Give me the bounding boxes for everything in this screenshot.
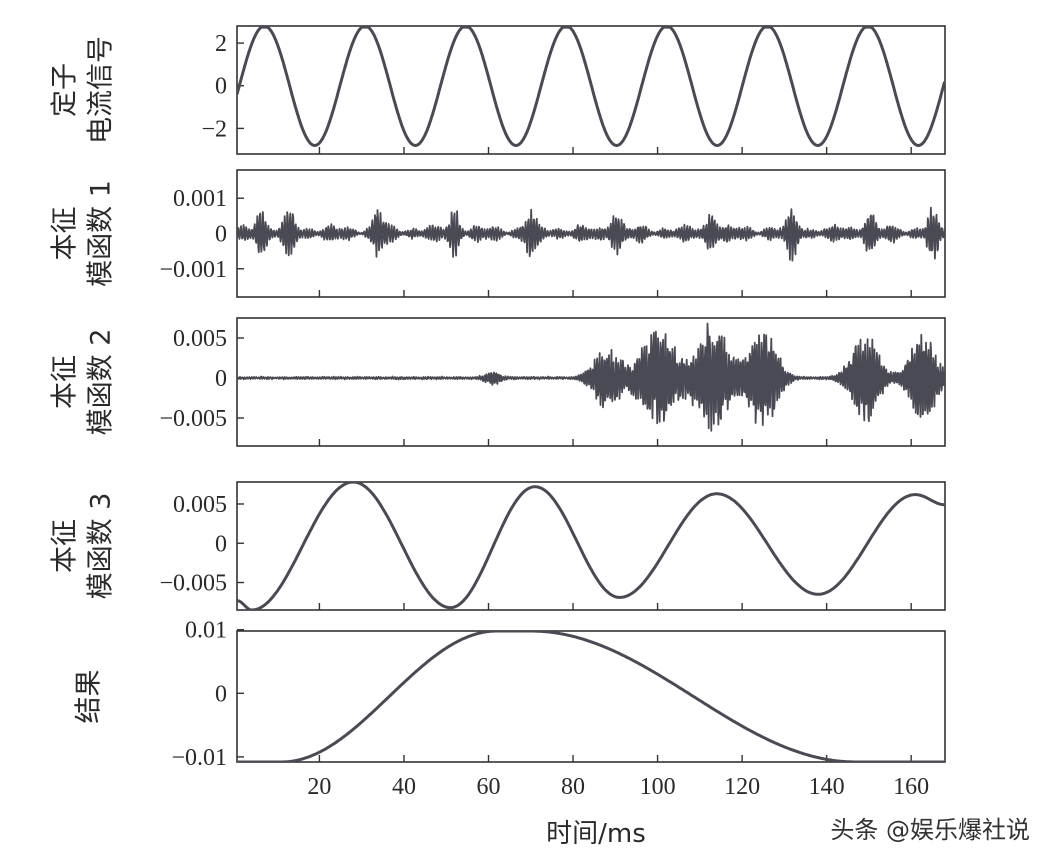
panel-frame <box>236 481 946 611</box>
x-tick-label: 60 <box>476 774 500 800</box>
y-axis-label-line: 本征 <box>50 355 81 409</box>
panel-4: 0.005 0 −0.005 本征 模函数 3 <box>50 481 946 611</box>
y-axis-label-line: 模函数 2 <box>86 329 117 436</box>
panel-frame <box>236 25 946 155</box>
series-line <box>237 26 945 147</box>
y-tick-label: 0 <box>215 74 227 100</box>
series-line <box>237 206 945 262</box>
x-tick-label: 120 <box>724 774 760 800</box>
y-tick-label: −0.005 <box>159 406 227 432</box>
y-tick-label: 2 <box>215 31 227 57</box>
watermark-text: 头条 @娱乐爆社说 <box>830 816 1030 844</box>
series-line <box>237 631 945 762</box>
panel-1: 2 0 −2 定子 电流信号 <box>50 25 946 155</box>
panel-5: 0.01 0 −0.01 结果 <box>74 618 946 771</box>
x-tick-label: 100 <box>640 774 676 800</box>
y-tick-label: 0.005 <box>173 326 227 352</box>
y-axis-label-line: 电流信号 <box>86 36 117 144</box>
y-axis-label: 结果 <box>74 670 105 724</box>
y-tick-label: −2 <box>201 116 227 142</box>
y-tick-label: 0 <box>215 681 227 707</box>
panel-3: 0.005 0 −0.005 本征 模函数 2 <box>50 317 946 447</box>
x-tick-label: 20 <box>307 774 331 800</box>
x-tick-label: 160 <box>893 774 929 800</box>
y-tick-label: 0 <box>215 366 227 392</box>
x-axis: 20 40 60 80 100 120 140 160 <box>307 774 929 800</box>
y-axis-label-line: 本征 <box>50 519 81 573</box>
y-tick-label: 0 <box>215 531 227 557</box>
y-tick-label: 0 <box>215 222 227 248</box>
panel-2: 0.001 0 −0.001 本征 模函数 1 <box>50 169 946 298</box>
y-tick-label: 0.005 <box>173 492 227 518</box>
x-tick-label: 80 <box>561 774 585 800</box>
series-line <box>237 482 945 610</box>
y-axis-label-line: 模函数 3 <box>86 493 117 600</box>
y-axis-label-line: 模函数 1 <box>86 180 117 287</box>
x-tick-label: 40 <box>392 774 416 800</box>
panel-frame <box>236 630 946 763</box>
y-tick-label: 0.01 <box>185 618 227 644</box>
x-tick-label: 140 <box>809 774 845 800</box>
y-axis-label-line: 定子 <box>50 63 81 117</box>
y-tick-label: 0.001 <box>173 186 227 212</box>
y-tick-label: −0.01 <box>171 745 227 771</box>
y-tick-label: −0.001 <box>159 257 227 283</box>
x-axis-title: 时间/ms <box>546 819 646 849</box>
y-tick-label: −0.005 <box>159 571 227 597</box>
series-line <box>237 322 945 432</box>
y-axis-label-line: 本征 <box>50 207 81 261</box>
